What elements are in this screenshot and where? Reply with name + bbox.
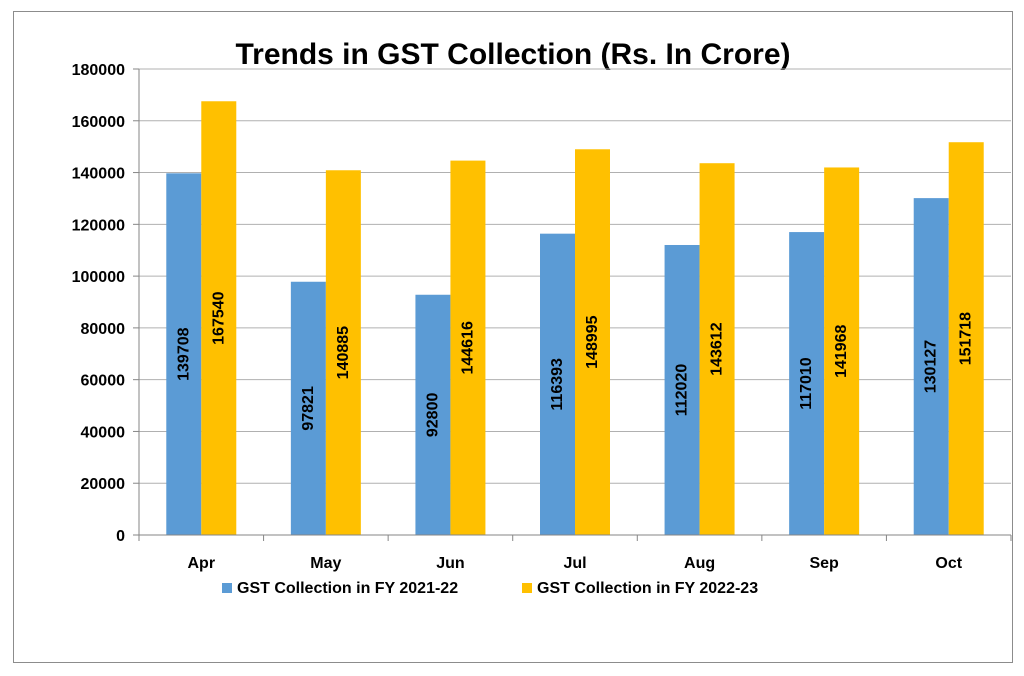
data-label: 117010 bbox=[798, 357, 815, 410]
legend-swatch bbox=[222, 583, 232, 593]
y-tick-label: 180000 bbox=[72, 62, 125, 79]
bar bbox=[664, 244, 700, 535]
bar bbox=[948, 142, 984, 536]
data-label: 130127 bbox=[923, 340, 940, 393]
axes bbox=[138, 69, 1011, 536]
x-tick-label: Sep bbox=[809, 555, 839, 572]
y-tick-label: 120000 bbox=[72, 217, 125, 234]
x-tick-label: Apr bbox=[188, 555, 216, 572]
legend-swatch bbox=[522, 583, 532, 593]
y-axis-ticks: 0 20000 40000 60000 80000 100000 120000 140000 1… bbox=[72, 62, 139, 545]
bar bbox=[166, 173, 202, 535]
bar bbox=[824, 167, 860, 535]
x-tick-label: Jul bbox=[563, 555, 586, 572]
bar bbox=[450, 160, 486, 536]
chart-title: Trends in GST Collection (Rs. In Crore) bbox=[235, 38, 790, 71]
data-label: 97821 bbox=[300, 386, 317, 431]
y-tick-label: 100000 bbox=[72, 269, 125, 286]
data-label: 92800 bbox=[424, 393, 441, 438]
data-label: 148995 bbox=[584, 315, 601, 368]
bar bbox=[540, 233, 575, 536]
legend: GST Collection in FY 2021-22 GST Collecti… bbox=[222, 580, 758, 597]
y-tick-label: 20000 bbox=[81, 476, 126, 493]
x-tick-label: Oct bbox=[935, 555, 962, 572]
y-tick-label: 80000 bbox=[81, 321, 126, 338]
y-tick-label: 140000 bbox=[72, 166, 125, 183]
data-label: 144616 bbox=[459, 321, 476, 374]
data-label: 151718 bbox=[958, 312, 975, 365]
legend-label: GST Collection in FY 2021-22 bbox=[237, 580, 458, 597]
data-label: 141968 bbox=[833, 324, 850, 377]
bar bbox=[699, 163, 735, 536]
y-tick-label: 60000 bbox=[81, 373, 126, 390]
y-tick-label: 160000 bbox=[72, 114, 125, 131]
bar bbox=[575, 149, 610, 535]
x-tick-label: Jun bbox=[436, 555, 464, 572]
data-label: 112020 bbox=[674, 364, 691, 417]
bar bbox=[325, 170, 361, 535]
y-tick-label: 0 bbox=[116, 528, 125, 545]
x-tick-label: May bbox=[310, 555, 341, 572]
bar bbox=[789, 232, 825, 536]
x-tick-label: Aug bbox=[684, 555, 715, 572]
bars bbox=[166, 101, 984, 536]
data-label: 116393 bbox=[549, 358, 566, 411]
x-axis-ticks: Apr May Jun Jul Aug Sep Oct bbox=[138, 535, 1012, 572]
bar bbox=[201, 101, 237, 535]
data-label: 139708 bbox=[175, 327, 192, 380]
bar bbox=[415, 294, 451, 535]
y-tick-label: 40000 bbox=[81, 424, 126, 441]
bar bbox=[290, 281, 326, 535]
data-label: 167540 bbox=[210, 291, 227, 344]
legend-label: GST Collection in FY 2022-23 bbox=[537, 580, 758, 597]
data-label: 140885 bbox=[335, 326, 352, 379]
data-label: 143612 bbox=[709, 322, 726, 375]
data-labels: 139708 167540 97821 140885 92800 144616 116393… bbox=[175, 291, 974, 437]
bar bbox=[913, 198, 949, 535]
